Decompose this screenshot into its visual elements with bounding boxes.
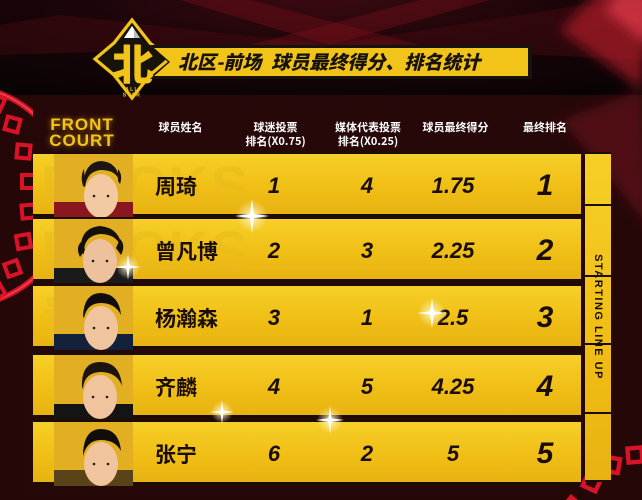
svg-text:北区-前场球员最终得分、排名统计: 北区-前场 球员最终得分、排名统计 (178, 48, 483, 75)
